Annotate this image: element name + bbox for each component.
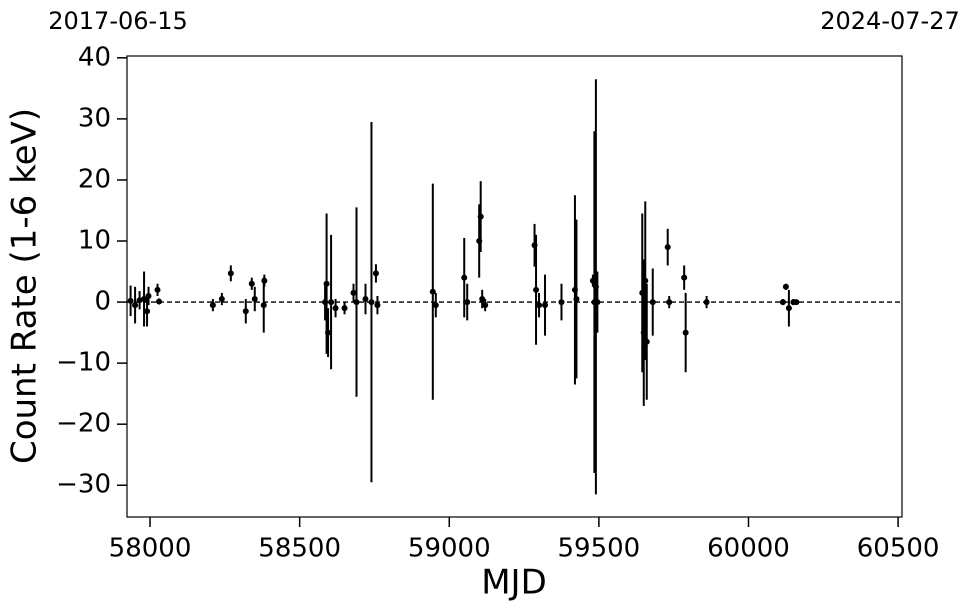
data-point bbox=[482, 302, 489, 309]
data-point bbox=[782, 283, 789, 290]
data-point bbox=[248, 280, 255, 287]
y-tick-label: −20 bbox=[56, 409, 111, 439]
data-point bbox=[350, 289, 357, 296]
data-point bbox=[374, 302, 381, 309]
data-point bbox=[368, 299, 375, 306]
data-point bbox=[461, 274, 468, 281]
data-point bbox=[573, 296, 580, 303]
data-point bbox=[242, 308, 249, 315]
data-point bbox=[558, 299, 565, 306]
data-point bbox=[353, 299, 360, 306]
x-axis-label: MJD bbox=[481, 563, 547, 603]
data-point bbox=[664, 244, 671, 251]
x-tick-label: 58000 bbox=[109, 534, 192, 564]
y-tick-label: 10 bbox=[78, 226, 111, 256]
data-point bbox=[479, 296, 486, 303]
data-point bbox=[785, 305, 792, 312]
data-point bbox=[260, 302, 267, 309]
y-tick-label: −10 bbox=[56, 348, 111, 378]
x-tick-label: 60000 bbox=[707, 534, 790, 564]
data-point bbox=[643, 338, 650, 345]
data-point bbox=[218, 296, 225, 303]
data-point bbox=[779, 299, 786, 306]
data-point bbox=[533, 286, 540, 293]
data-point bbox=[477, 213, 484, 220]
data-point bbox=[227, 270, 234, 277]
data-point bbox=[145, 292, 152, 299]
y-tick-label: 0 bbox=[94, 287, 111, 317]
data-point bbox=[328, 299, 335, 306]
data-point bbox=[144, 308, 151, 315]
top-date-label: 2024-07-27 bbox=[820, 7, 959, 35]
x-tick-label: 58500 bbox=[258, 534, 341, 564]
y-tick-label: 30 bbox=[78, 103, 111, 133]
data-point bbox=[341, 305, 348, 312]
y-tick-label: −30 bbox=[56, 470, 111, 500]
data-point bbox=[681, 274, 688, 281]
x-tick-label: 60500 bbox=[857, 534, 940, 564]
data-point bbox=[464, 299, 471, 306]
x-tick-label: 59000 bbox=[408, 534, 491, 564]
data-point bbox=[536, 302, 543, 309]
data-point bbox=[132, 302, 139, 309]
data-point bbox=[332, 305, 339, 312]
data-point bbox=[261, 277, 268, 284]
data-point bbox=[703, 299, 710, 306]
data-point bbox=[154, 286, 161, 293]
data-point bbox=[666, 299, 673, 306]
data-point bbox=[251, 296, 258, 303]
x-tick-label: 59500 bbox=[558, 534, 641, 564]
data-point bbox=[542, 302, 549, 309]
data-point bbox=[649, 299, 656, 306]
data-point bbox=[156, 298, 163, 305]
data-point bbox=[323, 280, 330, 287]
data-point bbox=[429, 288, 436, 295]
y-axis-label: Count Rate (1-6 keV) bbox=[5, 108, 45, 464]
data-point bbox=[209, 302, 216, 309]
data-point bbox=[682, 329, 689, 336]
data-point bbox=[793, 299, 800, 306]
data-point bbox=[642, 277, 649, 284]
top-date-label: 2017-06-15 bbox=[48, 7, 187, 35]
data-point bbox=[325, 329, 332, 336]
data-point bbox=[127, 297, 134, 304]
data-point bbox=[141, 296, 148, 303]
data-point bbox=[594, 299, 601, 306]
y-tick-label: 20 bbox=[78, 164, 111, 194]
data-point bbox=[432, 302, 439, 309]
data-point bbox=[136, 297, 143, 304]
plot-frame bbox=[126, 55, 903, 518]
data-point bbox=[372, 270, 379, 277]
y-tick-label: 40 bbox=[78, 42, 111, 72]
data-point bbox=[362, 296, 369, 303]
